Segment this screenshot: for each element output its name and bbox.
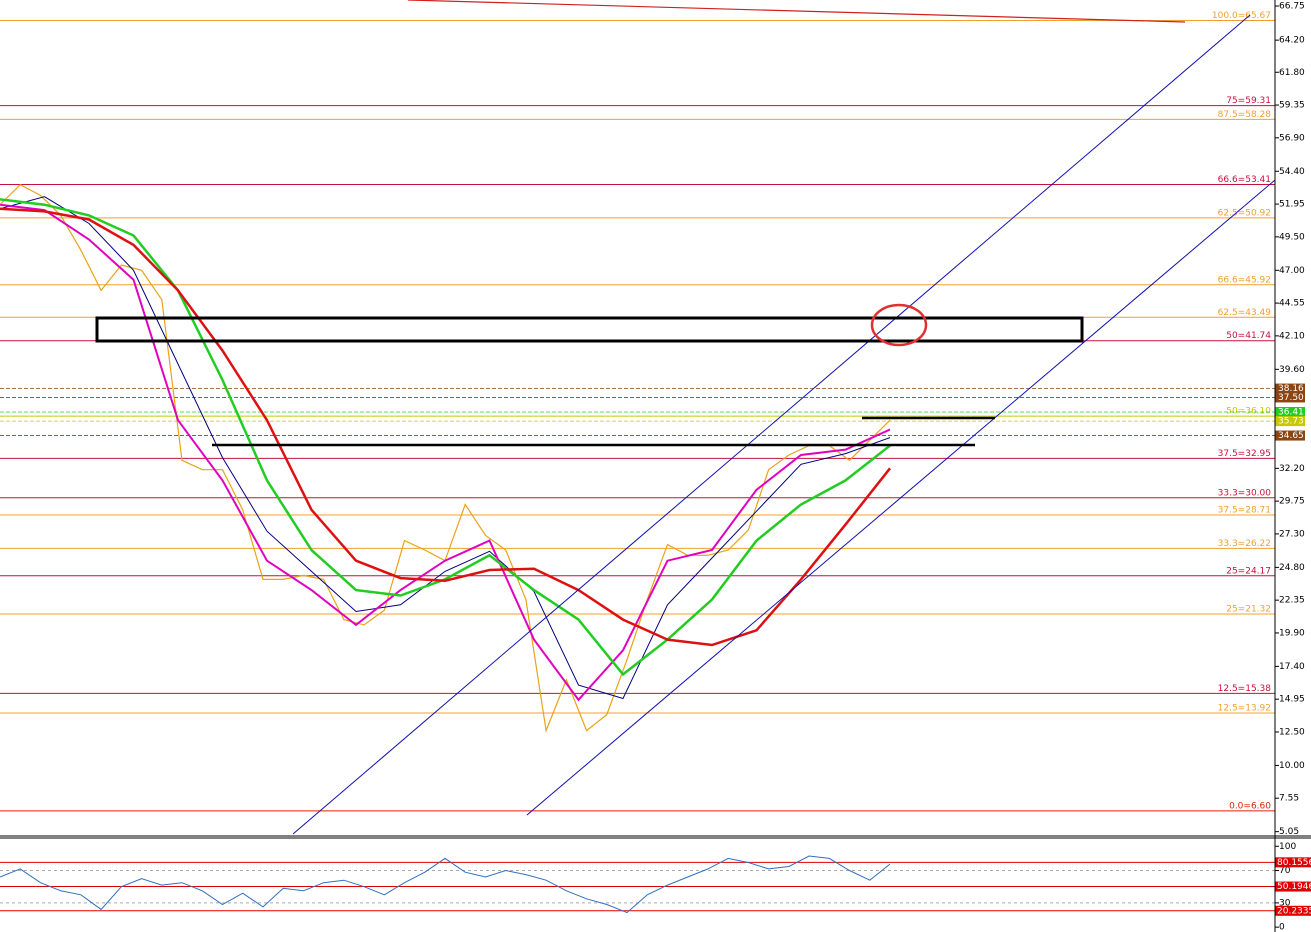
y-tick-label: 64.20 [1279,36,1305,46]
y-tick-label: 29.75 [1279,497,1305,507]
y-tick-label: 12.50 [1279,727,1305,737]
rsi-tag [1275,881,1311,892]
y-tick-label: 49.50 [1279,232,1305,242]
price-tag [1275,383,1305,394]
series-line [0,196,891,700]
price-tag [1275,416,1305,427]
price-tag-label: 36.41 [1278,408,1304,418]
series-line [0,203,891,702]
y-tick-label: 66.75 [1279,2,1305,12]
y-tick-label: 0 [1279,923,1285,932]
channel-line [526,179,1276,816]
y-tick-label: 24.80 [1279,563,1305,573]
rsi-panel: 100 70 30 0 80.1556 50.1946 20.2335 [0,842,1311,932]
price-tag [1275,407,1305,418]
fib-label: 50=41.74 [1226,331,1271,341]
fib-label: 0.0=6.60 [1229,801,1271,811]
y-tick-label: 39.60 [1279,365,1305,375]
y-tick-label: 51.95 [1279,200,1305,210]
y-tick-label: 47.00 [1279,266,1305,276]
fib-label: 37.5=32.95 [1218,449,1271,459]
fib-label: 12.5=13.92 [1218,703,1271,713]
fib-label: 100.0=65.67 [1212,11,1271,21]
y-tick-label: 27.30 [1279,529,1305,539]
y-tick-label: 17.40 [1279,662,1305,672]
series-line [0,207,891,647]
rsi-tag-label: 80.1556 [1277,858,1311,868]
rsi-tag-label: 20.2335 [1277,906,1311,916]
price-tag-label: 37.50 [1278,393,1304,403]
y-tick-label: 44.55 [1279,299,1305,309]
fib-label: 66.6=53.41 [1218,175,1271,185]
trend-line [407,0,1186,23]
y-tick-label: 54.40 [1279,167,1305,177]
y-tick-label: 30 [1279,898,1291,908]
fib-label: 33.3=30.00 [1218,488,1272,498]
price-tag-label: 38.16 [1278,384,1304,394]
price-tag-label: 34.65 [1278,431,1304,441]
y-tick-label: 100 [1279,842,1296,852]
y-tick-label: 19.90 [1279,628,1305,638]
rsi-tag-label: 50.1946 [1277,882,1311,892]
fib-label: 33.3=26.22 [1218,539,1271,549]
highlight-circle [870,303,928,347]
y-tick-label: 32.20 [1279,464,1305,474]
fib-label: 25=24.17 [1226,566,1271,576]
channel-line [292,14,1251,835]
y-tick-label: 61.80 [1279,68,1305,78]
fib-label: 37.5=28.71 [1218,506,1271,516]
rsi-tag [1275,857,1311,868]
price-tag-label: 35.73 [1278,417,1304,427]
fib-label: 75=59.31 [1226,96,1271,106]
fib-label: 62.5=50.92 [1218,208,1271,218]
price-tag [1275,430,1305,441]
y-tick-label: 10.00 [1279,761,1305,771]
price-tag [1275,392,1305,403]
fib-label: 62.5=43.49 [1218,308,1272,318]
fib-label: 12.5=15.38 [1218,684,1272,694]
fib-label: 87.5=58.28 [1218,110,1272,120]
y-tick-label: 70 [1279,866,1291,876]
y-tick-label: 59.35 [1279,101,1305,111]
fib-label: 25=21.32 [1226,604,1271,614]
fib-label: 66.6=45.92 [1218,275,1271,285]
y-tick-label: 7.55 [1279,794,1299,804]
y-tick-label: 42.10 [1279,331,1305,341]
y-tick-label: 5.05 [1279,827,1299,837]
series-line [0,855,891,914]
rsi-tag [1275,905,1311,916]
y-tick-label: 56.90 [1279,133,1305,143]
zone-box [95,316,1084,343]
series-line [0,198,891,677]
y-tick-label: 22.35 [1279,596,1305,606]
y-tick-label: 14.95 [1279,695,1305,705]
